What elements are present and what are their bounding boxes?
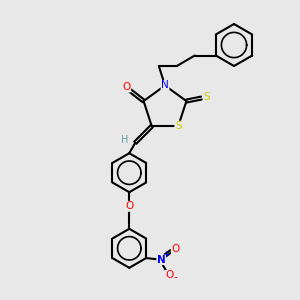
Text: O: O	[122, 82, 130, 92]
Text: O: O	[171, 244, 180, 254]
Text: N: N	[157, 255, 166, 265]
Text: H: H	[121, 135, 128, 145]
Text: S: S	[175, 121, 181, 131]
Text: O: O	[165, 271, 173, 281]
Text: O: O	[125, 201, 134, 211]
Text: N: N	[161, 80, 169, 91]
Text: -: -	[174, 273, 178, 283]
Text: +: +	[163, 250, 170, 259]
Text: S: S	[203, 92, 210, 101]
